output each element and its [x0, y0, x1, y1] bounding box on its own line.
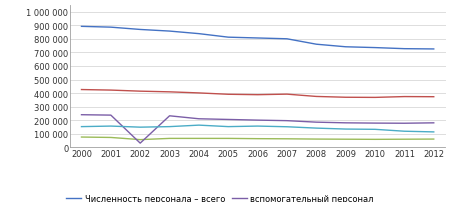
вспомогательный персонал	[225, 119, 231, 121]
прочий персонал	[138, 126, 143, 129]
вспомогательный персонал	[196, 118, 202, 120]
Численность персонала – всего	[372, 47, 378, 49]
техники	[196, 138, 202, 140]
исследователи	[108, 89, 113, 92]
техники	[343, 138, 348, 141]
вспомогательный персонал	[431, 122, 436, 124]
вспомогательный персонал	[255, 119, 260, 122]
вспомогательный персонал	[343, 122, 348, 124]
Численность персонала – всего	[138, 29, 143, 32]
прочий персонал	[225, 126, 231, 128]
исследователи	[196, 92, 202, 95]
исследователи	[138, 90, 143, 93]
техники	[138, 139, 143, 141]
исследователи	[79, 89, 84, 91]
техники	[255, 138, 260, 140]
Line: прочий персонал: прочий персонал	[81, 125, 434, 132]
Line: Численность персонала – всего: Численность персонала – всего	[81, 27, 434, 50]
вспомогательный персонал	[167, 115, 172, 117]
техники	[372, 138, 378, 141]
вспомогательный персонал	[284, 120, 290, 122]
техники	[79, 136, 84, 139]
исследователи	[431, 96, 436, 98]
Численность персонала – всего	[108, 27, 113, 29]
прочий персонал	[255, 125, 260, 128]
техники	[108, 137, 113, 139]
техники	[167, 138, 172, 140]
прочий персонал	[402, 130, 407, 133]
исследователи	[255, 94, 260, 96]
прочий персонал	[431, 131, 436, 134]
исследователи	[284, 94, 290, 96]
вспомогательный персонал	[79, 114, 84, 116]
прочий персонал	[196, 124, 202, 127]
Численность персонала – всего	[314, 44, 319, 46]
Line: исследователи: исследователи	[81, 90, 434, 98]
Line: техники: техники	[81, 137, 434, 140]
исследователи	[343, 97, 348, 99]
Legend: Численность персонала – всего, исследователи, техники, вспомогательный персонал,: Численность персонала – всего, исследова…	[67, 194, 374, 202]
Численность персонала – всего	[431, 48, 436, 51]
исследователи	[402, 96, 407, 98]
прочий персонал	[372, 128, 378, 131]
Численность персонала – всего	[284, 38, 290, 41]
техники	[225, 138, 231, 140]
вспомогательный персонал	[138, 142, 143, 145]
Численность персонала – всего	[343, 46, 348, 49]
вспомогательный персонал	[372, 122, 378, 125]
прочий персонал	[343, 128, 348, 131]
техники	[431, 138, 436, 141]
техники	[284, 138, 290, 140]
прочий персонал	[108, 125, 113, 128]
вспомогательный персонал	[108, 114, 113, 117]
Численность персонала – всего	[196, 33, 202, 36]
исследователи	[372, 97, 378, 99]
Численность персонала – всего	[255, 38, 260, 40]
Численность персонала – всего	[79, 26, 84, 28]
вспомогательный персонал	[314, 121, 319, 124]
Численность персонала – всего	[402, 48, 407, 51]
исследователи	[167, 91, 172, 94]
прочий персонал	[314, 127, 319, 130]
исследователи	[314, 96, 319, 98]
Численность персонала – всего	[167, 31, 172, 33]
исследователи	[225, 94, 231, 96]
Численность персонала – всего	[225, 37, 231, 39]
вспомогательный персонал	[402, 122, 407, 125]
прочий персонал	[79, 126, 84, 128]
техники	[402, 138, 407, 141]
прочий персонал	[284, 126, 290, 128]
техники	[314, 138, 319, 141]
прочий персонал	[167, 126, 172, 128]
Line: вспомогательный персонал: вспомогательный персонал	[81, 115, 434, 143]
